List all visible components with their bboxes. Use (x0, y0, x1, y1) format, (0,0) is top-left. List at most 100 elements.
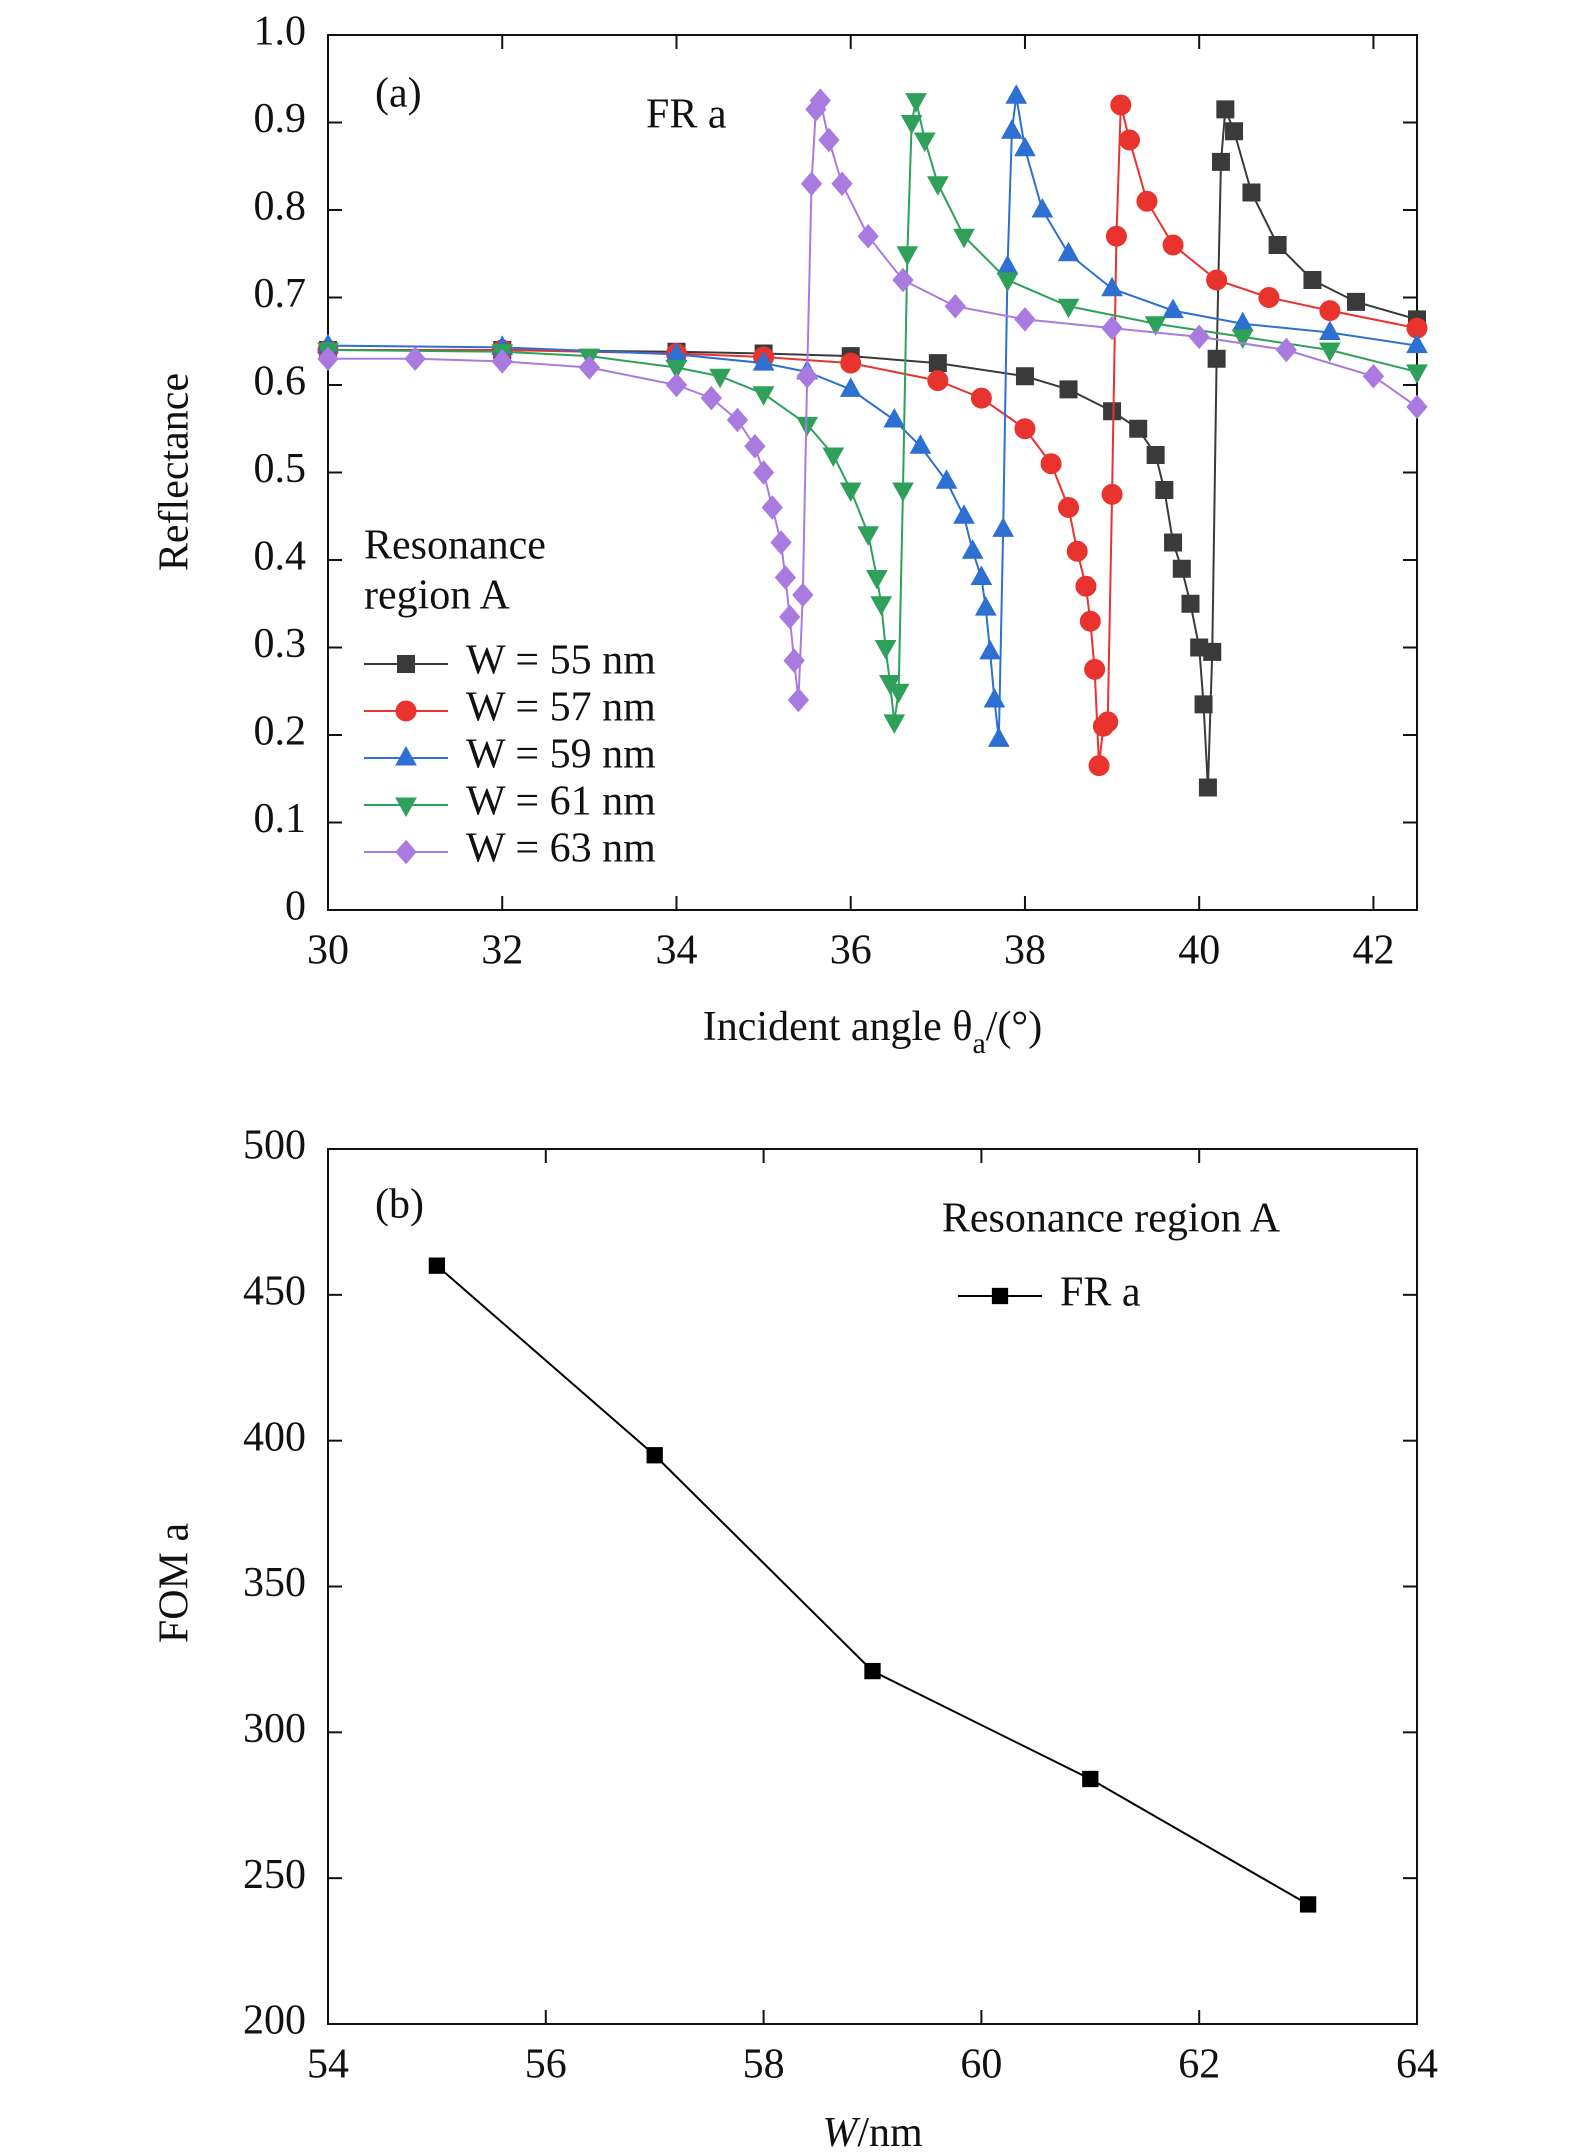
x-tick-label: 58 (743, 2042, 785, 2088)
series-line (328, 109, 1418, 788)
x-tick-label: 40 (1178, 928, 1220, 974)
y-tick-label: 0.5 (254, 446, 307, 492)
series-line (436, 1264, 1309, 1906)
marker (752, 460, 775, 485)
x-tick-label: 36 (830, 928, 872, 974)
marker (1319, 300, 1341, 322)
marker (700, 385, 722, 411)
marker (1110, 94, 1132, 116)
legend-title: Resonance region A (942, 1196, 1281, 1242)
marker (1225, 122, 1244, 141)
x-tick-label: 62 (1178, 2042, 1220, 2088)
y-tick-label: 0.3 (254, 621, 307, 667)
marker (970, 387, 992, 409)
marker (395, 745, 417, 766)
marker (792, 582, 814, 608)
marker (787, 687, 810, 713)
marker (822, 447, 845, 468)
y-tick-label: 300 (243, 1706, 306, 1752)
marker (909, 434, 932, 454)
y-tick-label: 1.0 (254, 9, 307, 55)
marker (395, 839, 417, 865)
marker (927, 370, 949, 392)
marker (1101, 315, 1123, 341)
legend-label: W = 57 nm (466, 685, 656, 731)
marker (983, 687, 1006, 708)
marker (744, 433, 766, 459)
marker (1231, 329, 1254, 349)
marker (1406, 364, 1428, 384)
marker (870, 596, 893, 616)
y-tick-label: 0.8 (254, 184, 307, 230)
x-axis-label-part: W (822, 2110, 861, 2156)
marker (1406, 333, 1428, 354)
marker (1303, 271, 1322, 289)
marker (1162, 234, 1184, 256)
marker (1206, 269, 1228, 291)
marker (1164, 533, 1183, 552)
marker (1084, 658, 1106, 680)
x-tick-label: 56 (525, 2042, 567, 2088)
marker (395, 700, 417, 722)
marker (1066, 540, 1088, 562)
y-tick-label: 500 (243, 1123, 306, 1169)
marker (1258, 287, 1280, 308)
y-tick-label: 0.9 (254, 96, 307, 142)
y-tick-label: 0 (285, 884, 306, 930)
marker (892, 482, 914, 503)
marker (840, 352, 862, 374)
marker (1057, 241, 1080, 262)
marker (1268, 236, 1287, 254)
marker (928, 354, 947, 373)
y-tick-label: 450 (243, 1268, 306, 1314)
y-tick-label: 0.4 (254, 534, 307, 580)
marker (900, 115, 923, 135)
marker (1172, 559, 1191, 578)
marker (866, 570, 888, 590)
marker (726, 407, 749, 433)
marker (1014, 418, 1036, 440)
marker (1015, 367, 1034, 386)
marker (1119, 129, 1141, 151)
marker (491, 349, 513, 374)
marker (1162, 298, 1184, 319)
marker (1014, 136, 1036, 157)
marker (1347, 292, 1366, 311)
marker (428, 1257, 446, 1274)
marker (857, 223, 879, 249)
marker (397, 655, 415, 673)
marker (1014, 307, 1036, 332)
marker (1001, 119, 1023, 139)
y-tick-label: 200 (243, 1998, 306, 2044)
marker (1275, 337, 1297, 363)
marker (935, 469, 958, 489)
marker (1319, 342, 1341, 363)
marker (974, 596, 997, 616)
marker (1097, 711, 1119, 733)
marker (1088, 755, 1110, 777)
marker (979, 639, 1001, 660)
marker (1242, 183, 1261, 202)
marker (953, 504, 975, 524)
x-axis-label: W/nm (822, 2110, 923, 2156)
marker (839, 482, 862, 503)
y-tick-label: 0.6 (254, 359, 307, 405)
x-axis-label: Incident angle θa/(°) (703, 1004, 1042, 1061)
legend-label: FR a (1060, 1270, 1141, 1316)
marker (1079, 610, 1101, 632)
marker (874, 640, 897, 660)
y-axis-label: Reflectance (152, 373, 198, 571)
marker (1040, 453, 1062, 475)
marker (709, 368, 731, 389)
marker (857, 526, 879, 546)
marker (1406, 394, 1428, 420)
marker (1194, 695, 1213, 714)
marker (809, 88, 831, 113)
marker (404, 346, 426, 372)
x-tick-label: 54 (307, 2042, 349, 2088)
annotation: (b) (375, 1182, 424, 1228)
marker (752, 386, 775, 406)
marker (1101, 276, 1123, 297)
annotation: (a) (375, 71, 422, 117)
